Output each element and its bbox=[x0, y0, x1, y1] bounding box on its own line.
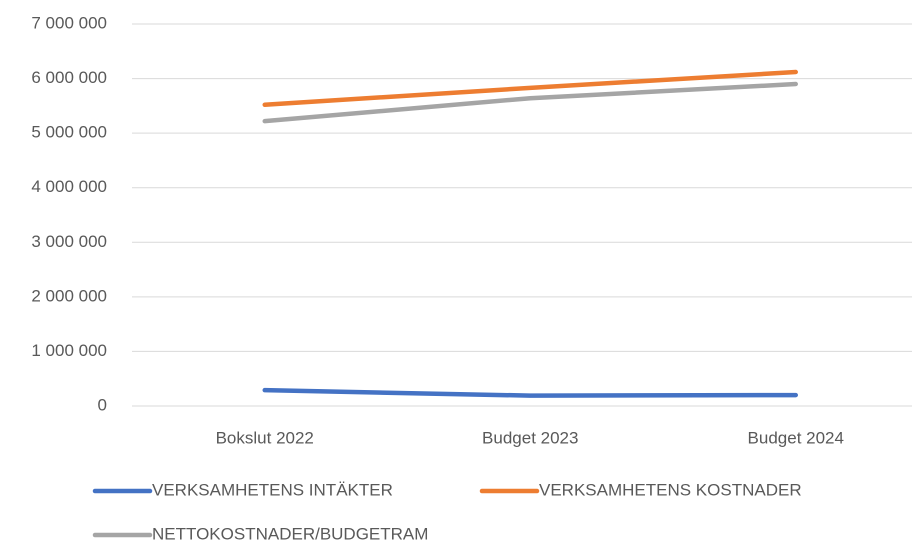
y-tick-label: 5 000 000 bbox=[31, 123, 107, 142]
y-tick-label: 3 000 000 bbox=[31, 232, 107, 251]
y-tick-label: 6 000 000 bbox=[31, 68, 107, 87]
y-tick-label: 1 000 000 bbox=[31, 341, 107, 360]
y-tick-label: 0 bbox=[98, 395, 107, 414]
series-line bbox=[262, 69, 798, 108]
y-tick-label: 2 000 000 bbox=[31, 286, 107, 305]
legend-label: VERKSAMHETENS INTÄKTER bbox=[152, 480, 393, 499]
x-tick-label: Budget 2023 bbox=[482, 428, 578, 447]
y-tick-label: 4 000 000 bbox=[31, 177, 107, 196]
y-tick-label: 7 000 000 bbox=[31, 13, 107, 32]
legend-label: VERKSAMHETENS KOSTNADER bbox=[539, 480, 802, 499]
x-tick-label: Budget 2024 bbox=[748, 428, 844, 447]
legend-label: NETTOKOSTNADER/BUDGETRAM bbox=[152, 524, 428, 543]
series-line bbox=[262, 81, 798, 124]
series-line bbox=[262, 387, 798, 398]
x-tick-label: Bokslut 2022 bbox=[216, 428, 314, 447]
